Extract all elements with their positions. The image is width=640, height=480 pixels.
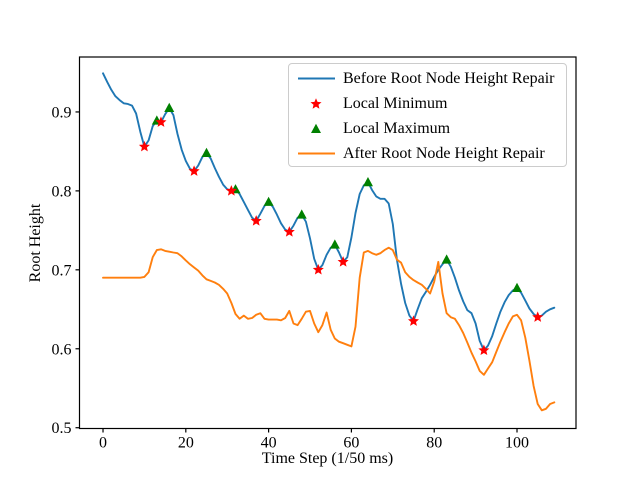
legend-sample-line-icon [298,152,335,155]
y-tick-label: 0.7 [52,262,72,279]
axes-frame [78,56,577,430]
x-tick-label: 80 [426,435,442,452]
local-minimum-marker [188,165,200,176]
y-tick-label: 0.5 [52,420,72,437]
legend-label: After Root Node Height Repair [343,144,545,162]
legend-label: Local Minimum [343,94,448,112]
x-tick-label: 60 [343,435,359,452]
local-minimum-marker [407,315,420,326]
legend-sample-star-icon [310,98,322,109]
y-tick-label: 0.8 [52,183,72,200]
legend-item: Local Minimum [289,91,566,116]
x-tick-label: 0 [99,435,107,452]
legend-item: After Root Node Height Repair [289,141,566,166]
x-tick-label: 100 [505,435,529,452]
local-minimum-markers [138,116,544,356]
local-maximum-marker [296,209,307,219]
local-minimum-marker [225,185,237,196]
legend-label: Before Root Node Height Repair [343,69,555,87]
legend-label: Local Maximum [343,119,451,137]
local-maximum-marker [512,282,523,292]
legend-item: Local Maximum [289,116,566,141]
legend-sample-line-icon [298,77,335,80]
legend-item: Before Root Node Height Repair [289,66,566,91]
x-tick-label: 40 [261,435,277,452]
local-minimum-marker [138,140,150,152]
local-maximum-marker [263,196,274,206]
y-tick-label: 0.6 [52,341,72,358]
y-axis-label: Root Height [27,203,44,283]
legend: Before Root Node Height Repair Local Mini… [288,63,567,167]
local-minimum-marker [312,264,324,275]
local-minimum-marker [250,215,262,226]
local-minimum-marker [532,311,544,322]
before-repair-line [102,72,556,352]
local-minimum-marker [478,344,490,356]
local-maximum-marker [441,254,452,264]
local-maximum-marker [164,102,175,112]
local-maximum-marker [329,239,340,249]
local-minimum-marker [337,256,349,267]
after-repair-line [102,246,556,412]
x-axis-label: Time Step (1/50 ms) [261,450,394,467]
local-maximum-marker [201,147,212,157]
local-maximum-marker [362,177,373,187]
legend-sample-triangle-icon [311,123,321,133]
local-minimum-marker [283,226,295,237]
y-tick-label: 0.9 [52,104,72,121]
x-tick-label: 20 [178,435,194,452]
local-minimum-marker [155,116,167,127]
